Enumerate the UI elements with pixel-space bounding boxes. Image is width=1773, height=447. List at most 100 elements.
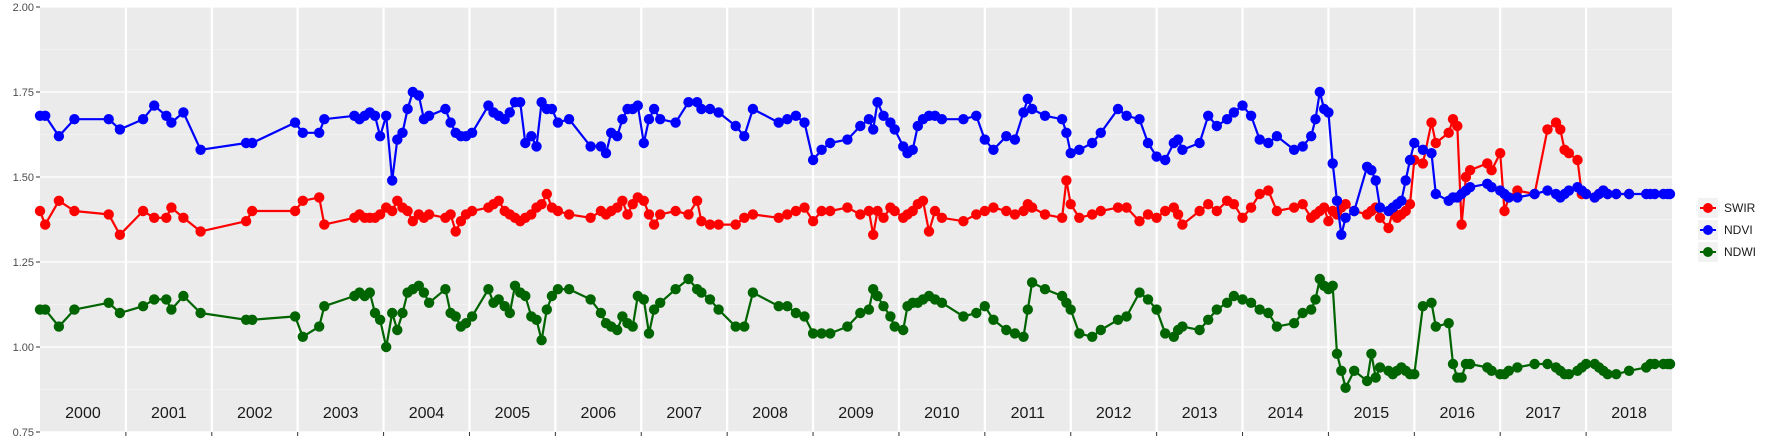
data-point-swir: [988, 202, 999, 213]
data-point-swir: [855, 209, 866, 220]
data-point-ndwi: [1563, 369, 1575, 380]
data-point-swir: [1374, 212, 1386, 223]
data-point-ndwi: [1297, 307, 1308, 319]
data-point-swir: [536, 199, 547, 210]
data-point-ndvi: [790, 110, 802, 122]
data-point-swir: [958, 216, 969, 227]
data-point-swir: [1383, 222, 1394, 234]
data-point-ndvi: [1396, 195, 1407, 206]
data-point-ndvi: [1306, 131, 1317, 142]
data-point-swir: [374, 209, 386, 220]
year-panel-labels: 2000 2001 2002 2003 2004 2005 2006 2007 2008 2009…: [65, 405, 1647, 422]
data-point-ndwi: [855, 307, 866, 319]
data-point-ndvi: [1254, 134, 1265, 145]
data-point-swir: [1542, 124, 1553, 135]
data-point-swir: [1151, 212, 1162, 223]
data-point-swir: [807, 216, 819, 227]
data-point-swir: [137, 205, 149, 217]
data-point-swir: [450, 226, 461, 237]
data-point-ndvi: [397, 127, 408, 138]
data-point-swir: [1211, 205, 1223, 217]
data-point-swir: [1026, 202, 1038, 213]
data-point-swir: [1263, 185, 1274, 196]
y-tick-label: 1.00: [13, 342, 34, 354]
data-point-swir: [917, 195, 929, 206]
data-point-ndvi: [889, 124, 900, 135]
data-point-ndvi: [868, 124, 879, 135]
data-point-ndwi: [161, 294, 172, 305]
data-point-ndwi: [1254, 304, 1265, 315]
data-point-ndwi: [1602, 369, 1613, 380]
data-point-swir: [466, 205, 478, 217]
data-point-ndvi: [1404, 154, 1416, 166]
data-point-ndwi: [1306, 304, 1317, 315]
data-point-ndwi: [466, 311, 478, 322]
data-point-swir: [1254, 188, 1265, 200]
data-point-swir: [1323, 216, 1334, 227]
data-point-ndwi: [504, 307, 515, 319]
data-point-swir: [1426, 117, 1437, 128]
data-point-ndvi: [1121, 110, 1132, 122]
data-point-ndvi: [907, 144, 918, 155]
y-tick-label: 1.75: [13, 87, 34, 99]
data-point-ndvi: [552, 117, 564, 128]
data-point-ndwi: [643, 328, 655, 339]
data-point-swir: [297, 195, 308, 206]
data-point-ndvi: [1486, 182, 1497, 193]
data-point-ndvi: [563, 114, 575, 125]
data-point-ndwi: [807, 328, 819, 339]
data-point-ndvi: [1194, 137, 1205, 149]
data-point-ndvi: [504, 107, 515, 118]
data-point-ndvi: [739, 131, 750, 142]
data-point-swir: [1486, 165, 1497, 176]
data-point-swir: [289, 205, 301, 217]
year-label-2014: 2014: [1268, 405, 1304, 422]
year-label-2017: 2017: [1525, 405, 1561, 422]
data-point-swir: [923, 226, 935, 237]
data-point-ndwi: [1065, 304, 1076, 315]
data-point-swir: [247, 205, 258, 217]
data-point-swir: [816, 205, 827, 217]
data-point-ndvi: [515, 97, 526, 108]
year-label-2006: 2006: [581, 405, 617, 422]
data-point-ndvi: [1061, 127, 1072, 138]
data-point-ndwi: [1221, 297, 1233, 308]
data-point-swir: [103, 209, 114, 220]
data-point-ndwi: [1447, 358, 1459, 370]
data-point-ndvi: [1074, 144, 1085, 155]
data-point-ndvi: [1417, 144, 1429, 155]
data-point-ndvi: [381, 110, 392, 122]
data-point-ndwi: [1361, 375, 1373, 387]
data-point-swir: [1271, 205, 1283, 217]
data-point-ndwi: [585, 294, 596, 305]
data-point-ndvi: [387, 175, 398, 186]
data-point-swir: [842, 202, 853, 213]
data-point-ndwi: [1121, 311, 1132, 322]
data-point-ndwi: [149, 294, 160, 305]
data-point-swir: [979, 205, 990, 217]
data-point-ndvi: [1400, 175, 1411, 186]
data-point-ndwi: [1623, 365, 1635, 376]
year-label-2005: 2005: [495, 405, 531, 422]
data-point-swir: [683, 209, 694, 220]
data-point-swir: [704, 219, 716, 230]
data-point-ndwi: [1194, 324, 1205, 336]
data-point-ndwi: [1142, 294, 1154, 305]
year-label-2018: 2018: [1611, 405, 1647, 422]
data-point-swir: [670, 205, 681, 217]
year-label-2010: 2010: [924, 405, 960, 422]
data-point-ndwi: [552, 284, 564, 295]
data-point-ndwi: [1580, 358, 1592, 370]
data-point-ndwi: [670, 284, 681, 295]
data-point-ndvi: [1649, 188, 1661, 200]
data-point-ndwi: [782, 301, 793, 312]
data-point-swir: [971, 209, 982, 220]
data-point-swir: [1056, 212, 1068, 223]
data-point-ndwi: [1112, 314, 1124, 325]
year-label-2016: 2016: [1439, 405, 1475, 422]
data-point-ndwi: [166, 304, 177, 315]
data-point-swir: [1245, 202, 1257, 213]
legend-label-ndwi: NDWI: [1724, 245, 1756, 259]
data-point-ndvi: [713, 107, 724, 118]
